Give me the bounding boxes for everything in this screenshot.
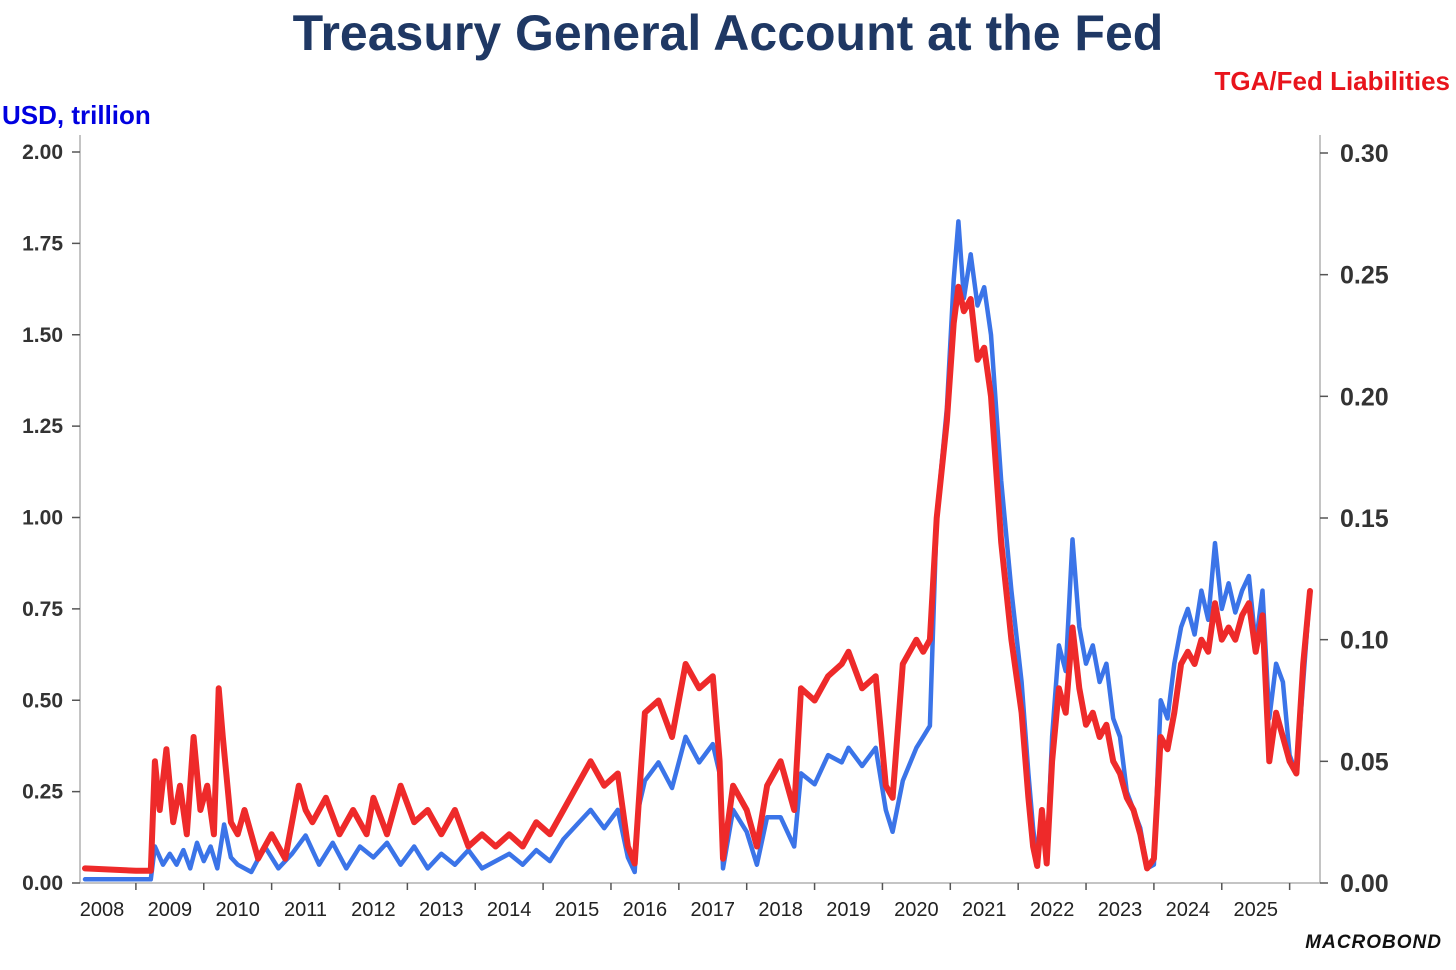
x-tick-label: 2025 xyxy=(1233,899,1278,921)
right-axis-label: TGA/Fed Liabilities xyxy=(1214,66,1450,96)
right-tick-label: 0.00 xyxy=(1340,870,1389,898)
x-tick-label: 2020 xyxy=(894,899,939,921)
x-tick-label: 2016 xyxy=(623,899,668,921)
left-tick-label: 1.25 xyxy=(22,415,63,438)
x-tick-label: 2018 xyxy=(758,899,803,921)
x-tick-label: 2008 xyxy=(80,899,125,921)
left-axis-label: USD, trillion xyxy=(2,100,151,130)
right-tick-label: 0.20 xyxy=(1340,383,1389,411)
x-tick-label: 2017 xyxy=(691,899,736,921)
macrobond-logo: MACROBOND xyxy=(1305,932,1442,953)
right-tick-label: 0.25 xyxy=(1340,262,1389,290)
x-tick-label: 2009 xyxy=(148,899,193,921)
tga-fed-liabilities-line xyxy=(82,283,1313,874)
left-tick-label: 0.25 xyxy=(22,781,63,804)
x-tick-label: 2024 xyxy=(1166,899,1211,921)
chart-title: Treasury General Account at the Fed xyxy=(292,5,1164,61)
x-tick-label: 2023 xyxy=(1098,899,1143,921)
right-tick-label: 0.05 xyxy=(1340,748,1389,776)
right-tick-label: 0.15 xyxy=(1340,505,1389,533)
x-tick-label: 2021 xyxy=(962,899,1007,921)
left-tick-label: 1.50 xyxy=(22,324,63,347)
x-tick-label: 2011 xyxy=(284,899,327,921)
x-tick-label: 2010 xyxy=(215,899,260,921)
right-tick-label: 0.10 xyxy=(1340,627,1389,655)
x-tick-label: 2012 xyxy=(351,899,396,921)
tga-usd-line xyxy=(82,219,1313,882)
left-tick-label: 0.75 xyxy=(22,598,63,621)
left-tick-label: 0.50 xyxy=(22,689,63,712)
tick-labels: 0.00 0.25 0.50 0.75 1.00 1.25 1.50 1.75 2.00 0.00… xyxy=(22,140,1389,921)
x-tick-label: 2015 xyxy=(555,899,600,921)
x-tick-label: 2013 xyxy=(419,899,464,921)
x-tick-label: 2022 xyxy=(1030,899,1075,921)
left-tick-label: 2.00 xyxy=(22,141,63,164)
left-tick-label: 1.75 xyxy=(22,232,63,255)
right-tick-label: 0.30 xyxy=(1340,140,1389,168)
series-group xyxy=(82,219,1313,882)
x-tick-label: 2014 xyxy=(487,899,532,921)
axes xyxy=(72,135,1328,890)
left-tick-label: 0.00 xyxy=(22,872,63,895)
left-tick-label: 1.00 xyxy=(22,507,63,530)
x-tick-label: 2019 xyxy=(826,899,871,921)
